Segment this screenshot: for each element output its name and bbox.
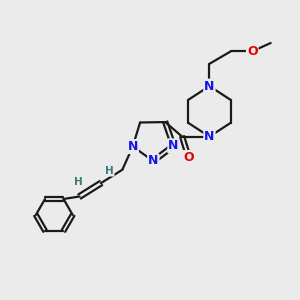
Text: N: N (204, 130, 214, 143)
Text: N: N (148, 154, 158, 167)
Text: N: N (168, 140, 178, 152)
Text: N: N (204, 80, 214, 93)
Text: O: O (247, 45, 258, 58)
Text: H: H (74, 177, 82, 187)
Text: H: H (105, 166, 114, 176)
Text: O: O (183, 151, 194, 164)
Text: N: N (128, 140, 138, 153)
